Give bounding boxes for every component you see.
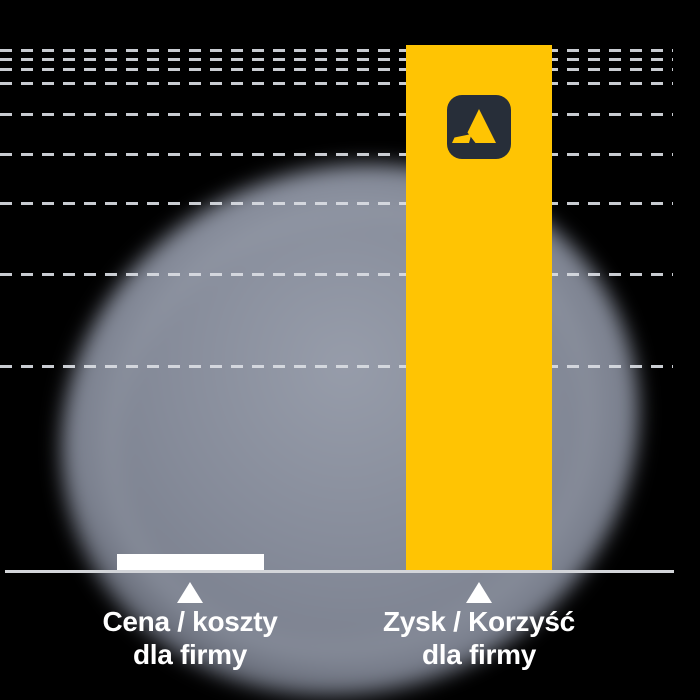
gridline-dashed [0,202,673,205]
bar-cost [116,554,264,570]
profit-label-line2: dla firmy [421,639,536,670]
gridline-dashed [0,58,673,61]
cost-label: Cena / koszty dla firmy [102,605,277,671]
cost-label-line1: Cena / koszty [102,606,278,637]
cost-marker-triangle-icon [177,582,203,603]
bar-profit [406,45,552,570]
brand-logo-icon [447,95,511,159]
gridline-dashed [0,273,673,276]
logo-foot-glyph [452,134,472,143]
profit-marker-triangle-icon [466,582,492,603]
gridline-dashed [0,365,673,368]
gridline-dashed [0,153,673,156]
gridline-dashed [0,82,673,85]
profit-label-line1: Zysk / Korzyść [383,606,575,637]
gridline-dashed [0,49,673,52]
gridline-dashed [0,68,673,71]
gridline-dashed [0,113,673,116]
cost-label-line2: dla firmy [132,639,247,670]
axis-baseline [5,570,674,573]
logo-triangle-glyph [467,109,496,143]
profit-label: Zysk / Korzyść dla firmy [383,605,575,671]
